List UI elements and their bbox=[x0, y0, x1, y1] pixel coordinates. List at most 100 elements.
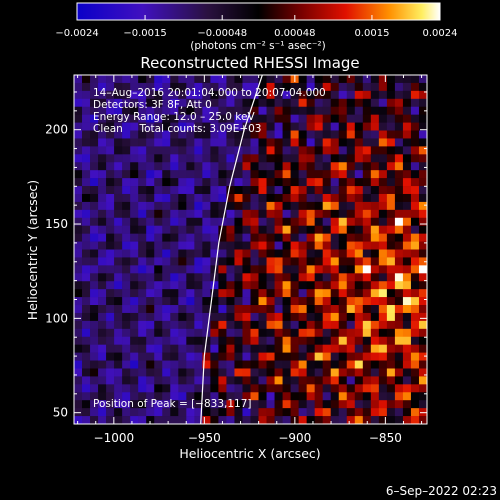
heatmap-cell bbox=[186, 82, 195, 92]
heatmap-cell bbox=[234, 233, 243, 242]
heatmap-cell bbox=[274, 201, 283, 211]
heatmap-cell bbox=[130, 130, 139, 139]
heatmap-cell bbox=[378, 114, 388, 123]
heatmap-cell bbox=[362, 162, 372, 171]
heatmap-cell bbox=[362, 233, 372, 242]
heatmap-cell bbox=[154, 392, 163, 401]
heatmap-cell bbox=[322, 233, 332, 242]
heatmap-cell bbox=[170, 233, 179, 242]
heatmap-cell bbox=[330, 217, 340, 226]
heatmap-cell bbox=[162, 360, 171, 369]
heatmap-cell bbox=[338, 186, 348, 195]
heatmap-cell bbox=[82, 360, 91, 369]
heatmap-cell bbox=[266, 217, 275, 226]
heatmap-cell bbox=[130, 392, 139, 401]
heatmap-cell bbox=[394, 336, 404, 345]
heatmap-cell bbox=[306, 106, 315, 115]
heatmap-cell bbox=[362, 106, 372, 115]
heatmap-cell bbox=[402, 265, 412, 274]
heatmap-cell bbox=[338, 178, 348, 187]
heatmap-cell bbox=[242, 249, 251, 258]
heatmap-cell bbox=[162, 265, 171, 274]
heatmap-cell bbox=[154, 289, 163, 298]
heatmap-cell bbox=[154, 130, 163, 139]
heatmap-cell bbox=[346, 297, 356, 306]
heatmap-cell bbox=[290, 217, 299, 226]
heatmap-cell bbox=[418, 376, 427, 385]
heatmap-cell bbox=[186, 130, 195, 139]
heatmap-cell bbox=[98, 217, 107, 226]
heatmap-cell bbox=[410, 162, 420, 171]
heatmap-cell bbox=[98, 82, 107, 92]
heatmap-cell bbox=[162, 392, 171, 401]
heatmap-cell bbox=[138, 233, 147, 242]
heatmap-cell bbox=[234, 201, 243, 211]
heatmap-cell bbox=[250, 170, 259, 179]
heatmap-cell bbox=[250, 312, 259, 322]
heatmap-cell bbox=[178, 273, 187, 282]
heatmap-cell bbox=[282, 320, 291, 330]
heatmap-cell bbox=[186, 138, 195, 147]
heatmap-cell bbox=[98, 98, 107, 108]
heatmap-cell bbox=[354, 336, 364, 345]
heatmap-cell bbox=[282, 138, 291, 147]
heatmap-cell bbox=[274, 273, 283, 282]
heatmap-cell bbox=[402, 273, 412, 282]
heatmap-cell bbox=[322, 209, 332, 219]
heatmap-cell bbox=[138, 249, 147, 258]
heatmap-cell bbox=[242, 186, 251, 195]
heatmap-cell bbox=[306, 209, 315, 219]
heatmap-cell bbox=[346, 98, 356, 108]
heatmap-cell bbox=[418, 297, 427, 306]
heatmap-cell bbox=[378, 281, 388, 290]
heatmap-cell bbox=[226, 162, 235, 171]
heatmap-cell bbox=[82, 289, 91, 298]
heatmap-cell bbox=[370, 400, 380, 409]
heatmap-cell bbox=[122, 305, 131, 314]
heatmap-cell bbox=[378, 289, 388, 298]
heatmap-cell bbox=[162, 75, 171, 84]
heatmap-cell bbox=[378, 400, 388, 409]
heatmap-cell bbox=[242, 138, 251, 147]
heatmap-cell bbox=[170, 249, 179, 258]
y-axis-label: Heliocentric Y (arcsec) bbox=[25, 180, 40, 320]
heatmap-cell bbox=[290, 162, 299, 171]
heatmap-cell bbox=[402, 209, 412, 219]
heatmap-cell bbox=[250, 146, 259, 155]
heatmap-cell bbox=[226, 328, 235, 338]
heatmap-cell bbox=[298, 225, 307, 234]
heatmap-cell bbox=[194, 368, 203, 377]
heatmap-cell bbox=[202, 305, 211, 314]
heatmap-cell bbox=[282, 178, 291, 187]
heatmap-cell bbox=[418, 344, 427, 353]
peak-position-label: Position of Peak = [−833,117] bbox=[93, 398, 252, 410]
heatmap-cell bbox=[274, 384, 283, 393]
heatmap-cell bbox=[218, 344, 227, 353]
heatmap-cell bbox=[250, 233, 259, 242]
heatmap-cell bbox=[338, 154, 348, 163]
heatmap-cell bbox=[322, 154, 332, 163]
heatmap-cell bbox=[298, 154, 307, 163]
heatmap-cell bbox=[98, 130, 107, 139]
heatmap-cell bbox=[106, 384, 115, 393]
heatmap-cell bbox=[138, 360, 147, 369]
heatmap-cell bbox=[122, 146, 131, 155]
heatmap-cell bbox=[266, 281, 275, 290]
heatmap-cell bbox=[370, 392, 380, 401]
heatmap-cell bbox=[274, 178, 283, 187]
heatmap-cell bbox=[330, 193, 340, 203]
heatmap-cell bbox=[290, 289, 299, 298]
heatmap-cell bbox=[418, 201, 427, 211]
heatmap-cell bbox=[114, 344, 123, 353]
heatmap-cell bbox=[130, 106, 139, 115]
heatmap-cell bbox=[282, 400, 291, 409]
solar-limb-curve bbox=[200, 75, 263, 424]
heatmap-cell bbox=[306, 75, 315, 84]
heatmap-cell bbox=[370, 257, 380, 266]
heatmap-cell bbox=[114, 328, 123, 338]
heatmap-cell bbox=[114, 75, 123, 84]
heatmap-cell bbox=[226, 257, 235, 266]
heatmap-cell bbox=[114, 297, 123, 306]
heatmap-cell bbox=[170, 75, 179, 84]
heatmap-cell bbox=[162, 201, 171, 211]
